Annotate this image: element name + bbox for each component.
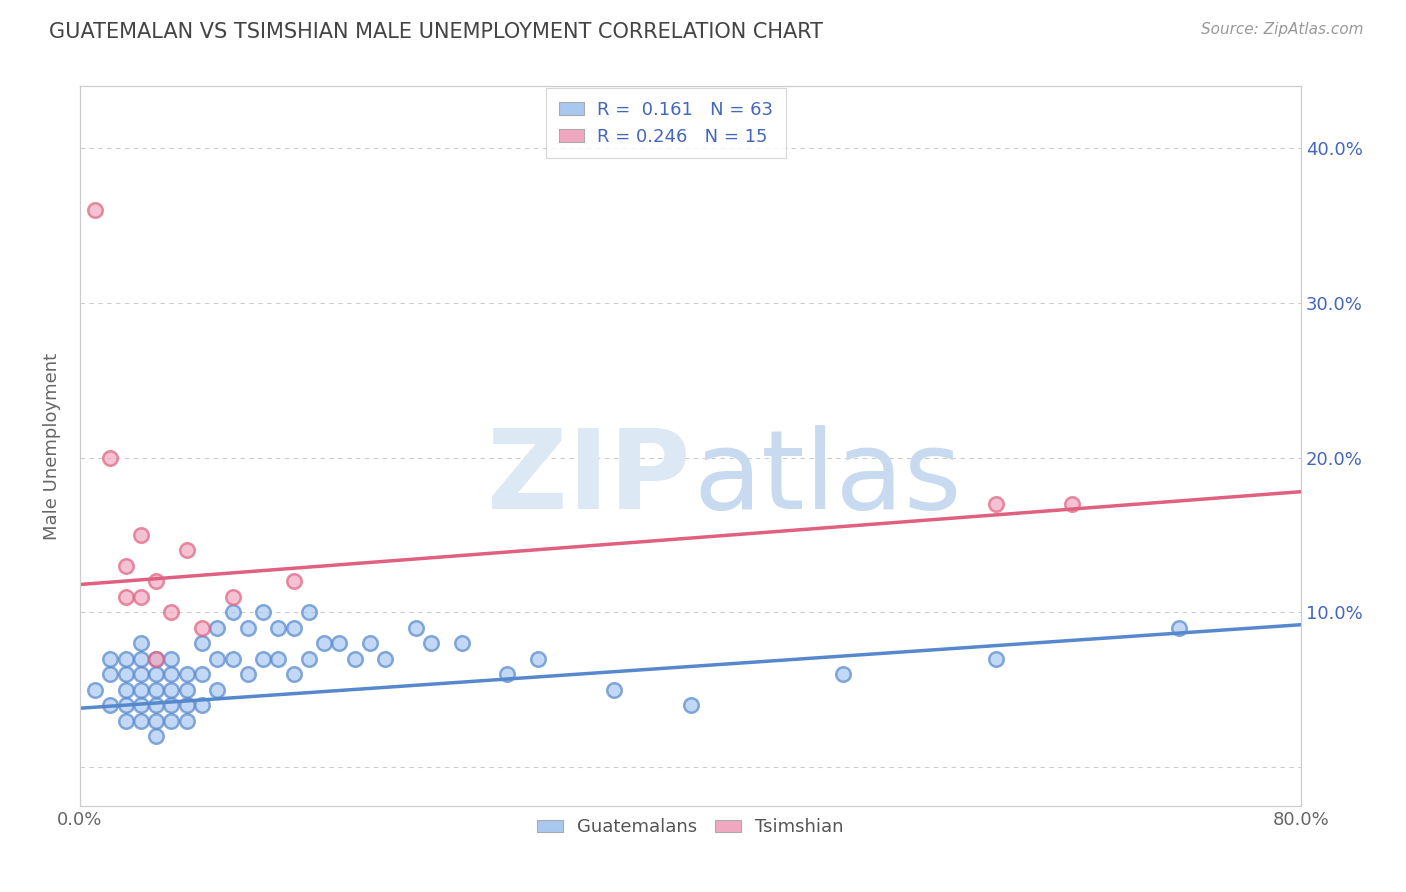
Point [298,651,321,665]
Point [236,621,259,635]
Point [176,682,198,697]
Legend: Guatemalans, Tsimshian: Guatemalans, Tsimshian [530,811,851,844]
Point [450,636,472,650]
Point [129,528,152,542]
Point [160,605,183,619]
Point [100,651,122,665]
Point [160,651,183,665]
Point [236,667,259,681]
Point [221,605,243,619]
Point [176,698,198,713]
Point [176,543,198,558]
Point [314,636,336,650]
Point [160,698,183,713]
Point [496,667,519,681]
Point [129,682,152,697]
Point [832,667,855,681]
Point [84,682,107,697]
Point [221,590,243,604]
Point [129,667,152,681]
Point [84,203,107,218]
Point [207,621,229,635]
Point [267,651,290,665]
Point [191,636,214,650]
Y-axis label: Male Unemployment: Male Unemployment [44,352,60,540]
Point [328,636,350,650]
Point [145,651,167,665]
Point [191,698,214,713]
Text: GUATEMALAN VS TSIMSHIAN MALE UNEMPLOYMENT CORRELATION CHART: GUATEMALAN VS TSIMSHIAN MALE UNEMPLOYMEN… [49,22,823,42]
Point [283,667,305,681]
Point [603,682,626,697]
Point [191,621,214,635]
Point [221,651,243,665]
Text: atlas: atlas [693,425,962,532]
Point [343,651,366,665]
Point [207,682,229,697]
Point [176,714,198,728]
Point [267,621,290,635]
Point [420,636,443,650]
Point [114,682,136,697]
Text: ZIP: ZIP [486,425,690,532]
Point [129,636,152,650]
Point [129,698,152,713]
Point [160,714,183,728]
Point [129,590,152,604]
Point [145,574,167,589]
Point [100,667,122,681]
Point [129,651,152,665]
Point [145,651,167,665]
Point [114,590,136,604]
Point [374,651,396,665]
Point [283,574,305,589]
Point [145,714,167,728]
Point [252,605,274,619]
Point [1062,497,1084,511]
Point [145,698,167,713]
Point [129,714,152,728]
Point [679,698,702,713]
Point [114,714,136,728]
Point [298,605,321,619]
Point [207,651,229,665]
Point [527,651,550,665]
Point [114,558,136,573]
Point [145,682,167,697]
Point [191,667,214,681]
Point [100,698,122,713]
Point [359,636,381,650]
Point [114,698,136,713]
Point [100,450,122,465]
Point [160,682,183,697]
Point [984,651,1007,665]
Point [114,651,136,665]
Point [283,621,305,635]
Point [176,667,198,681]
Point [405,621,427,635]
Point [145,667,167,681]
Text: Source: ZipAtlas.com: Source: ZipAtlas.com [1201,22,1364,37]
Point [1168,621,1191,635]
Point [160,667,183,681]
Point [114,667,136,681]
Point [145,729,167,743]
Point [252,651,274,665]
Point [984,497,1007,511]
